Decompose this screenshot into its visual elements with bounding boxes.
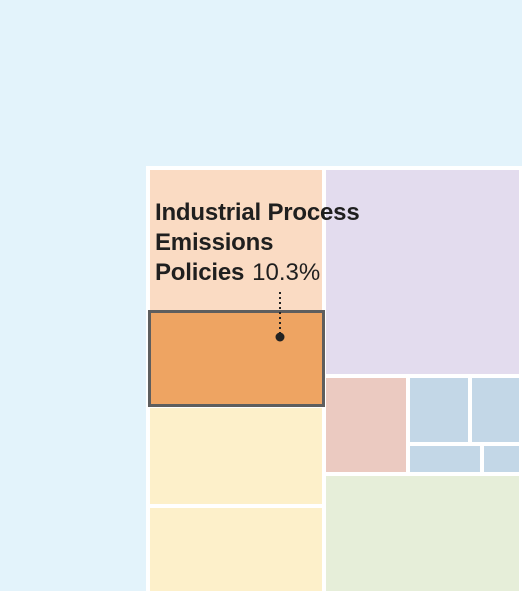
tile-blue-1 (410, 378, 468, 442)
highlighted-tile[interactable] (148, 310, 325, 407)
tile-cream-upper (150, 408, 322, 504)
tile-cream-lower (150, 508, 322, 591)
tile-blue-4 (484, 446, 519, 472)
highlight-label: Industrial Process Emissions Policies 10.… (155, 198, 495, 288)
tile-peach (150, 170, 322, 310)
highlight-name-line-3-text: Policies (155, 259, 245, 286)
tile-green (326, 476, 519, 591)
highlight-value: 10.3% (252, 259, 321, 286)
highlight-name-line-3: Policies 10.3% (155, 258, 495, 288)
tile-blue-2 (472, 378, 519, 442)
tile-lavender (326, 170, 519, 374)
highlight-name-line-2: Emissions (155, 229, 274, 256)
tile-blue-3 (410, 446, 480, 472)
tile-pink (326, 378, 406, 472)
callout-dot (275, 332, 285, 342)
highlight-name-line-1: Industrial Process (155, 199, 360, 226)
